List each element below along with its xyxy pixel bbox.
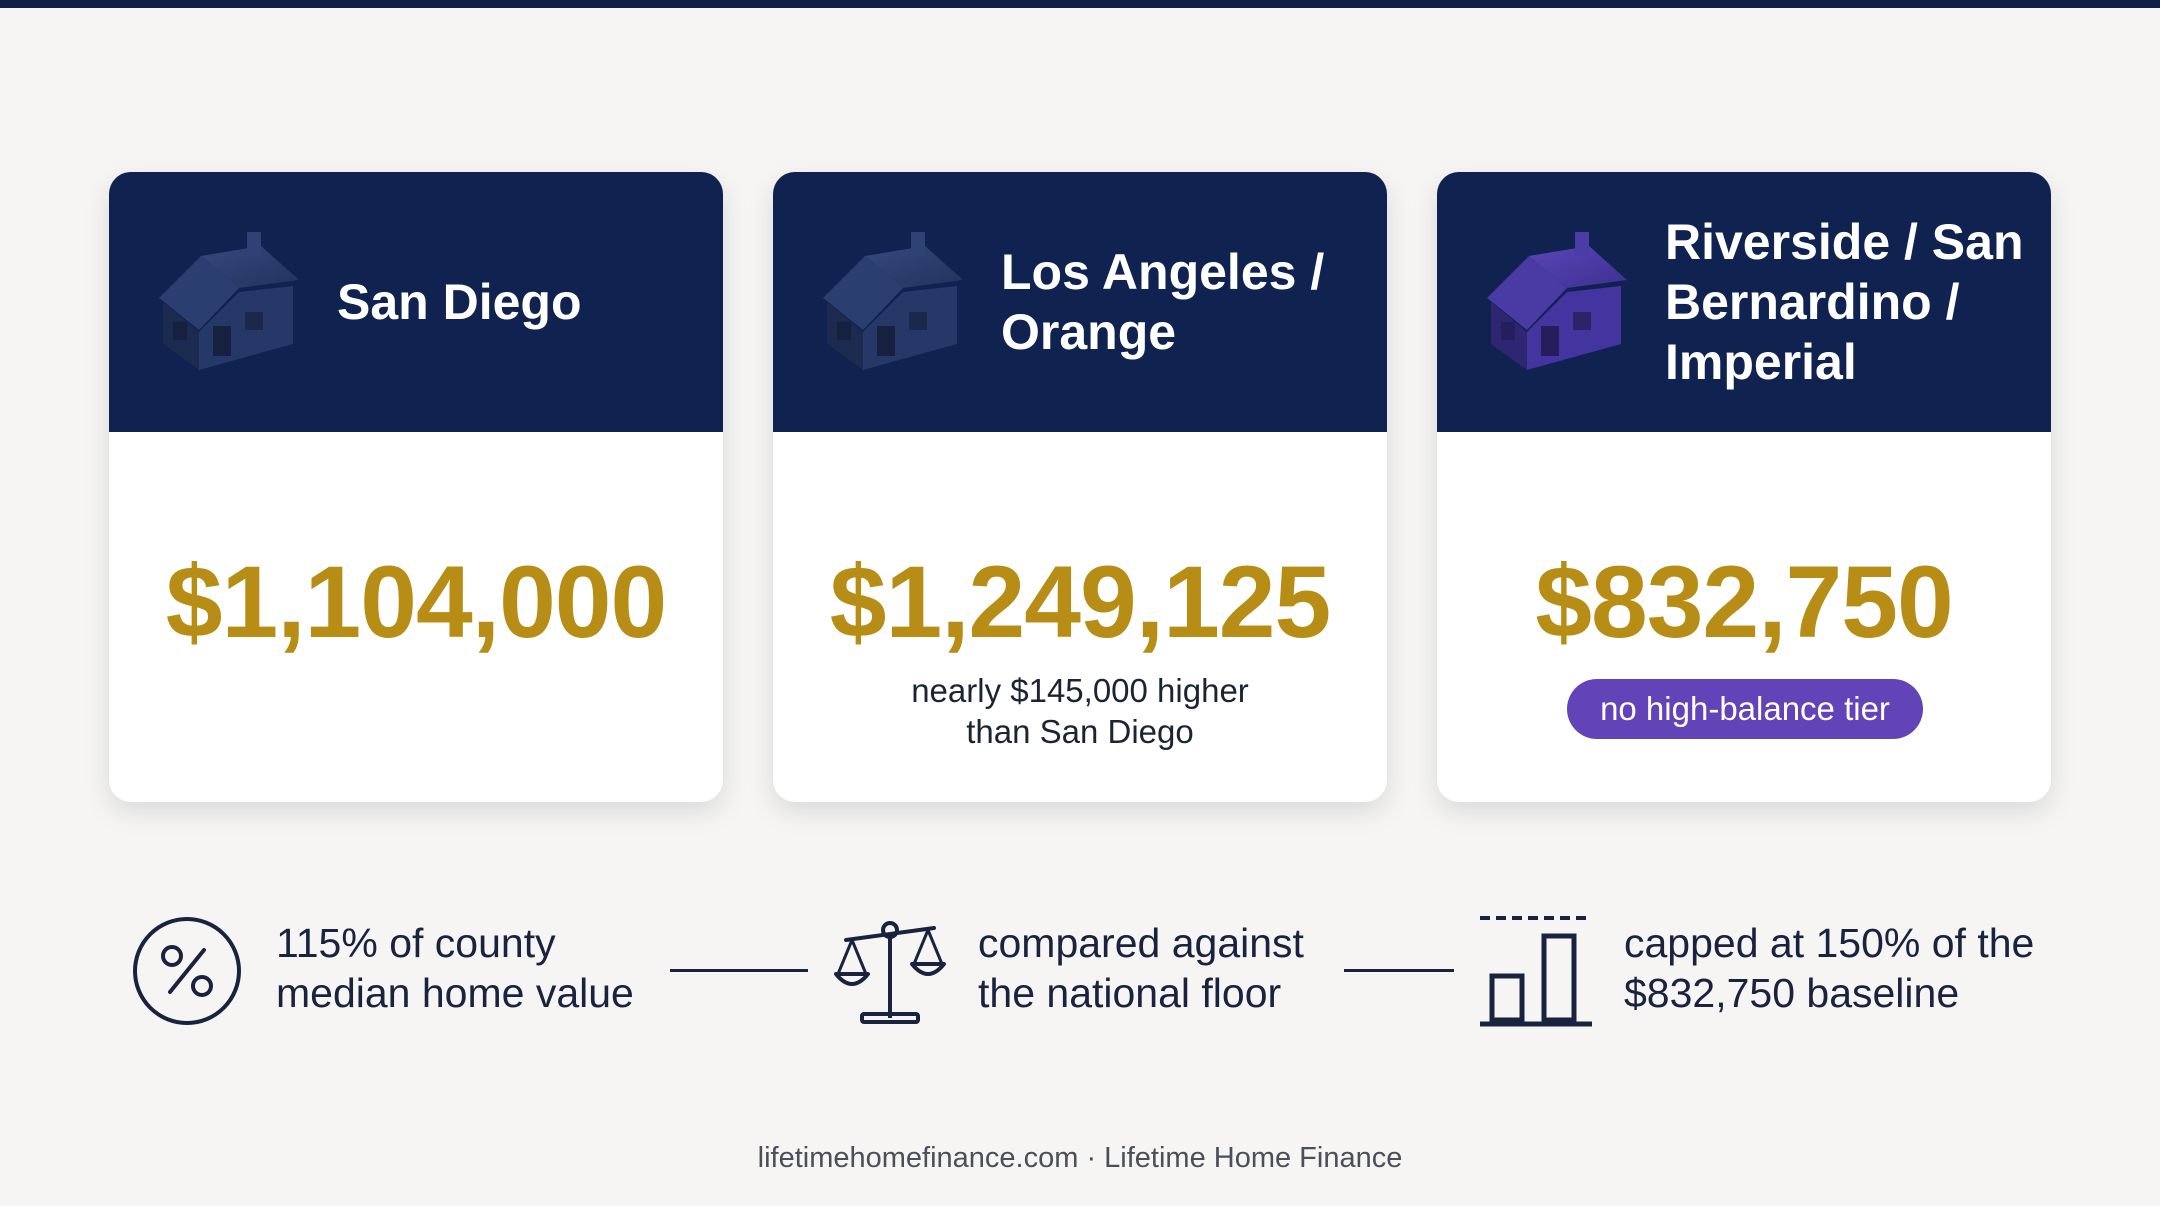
step-text-line: the national floor xyxy=(978,970,1282,1016)
step-text-line: median home value xyxy=(276,970,634,1016)
capped-bar-chart-icon xyxy=(1480,916,1592,1027)
card-title-line: Los Angeles / xyxy=(1001,244,1325,300)
step-text-line: capped at 150% of the xyxy=(1624,920,2035,966)
note-line: than San Diego xyxy=(966,713,1194,750)
county-card-riverside-san-bernardino-imperial: Riverside / San Bernardino / Imperial $8… xyxy=(1437,172,2051,802)
card-title: San Diego xyxy=(337,172,697,432)
scales-icon xyxy=(834,921,946,1024)
card-title: Riverside / San Bernardino / Imperial xyxy=(1665,172,2025,432)
connector-line xyxy=(1344,969,1454,972)
step-text-national-floor: compared against the national floor xyxy=(978,918,1304,1018)
house-icon xyxy=(823,232,963,370)
connector-line xyxy=(670,969,808,972)
loan-limit-amount: $1,249,125 xyxy=(829,545,1332,659)
card-title-line: San Diego xyxy=(337,274,582,330)
county-card-san-diego: San Diego $1,104,000 xyxy=(109,172,723,802)
card-header: Riverside / San Bernardino / Imperial xyxy=(1437,172,2051,432)
comparison-note: nearly $145,000 higher than San Diego xyxy=(773,670,1387,752)
card-header: Los Angeles / Orange xyxy=(773,172,1387,432)
top-accent-bar xyxy=(0,0,2160,8)
step-text-line: 115% of county xyxy=(276,920,556,966)
card-title-line: Imperial xyxy=(1665,334,1857,390)
card-title-line: Orange xyxy=(1001,304,1177,360)
house-icon xyxy=(1487,232,1627,370)
step-text-line: compared against xyxy=(978,920,1304,966)
card-title: Los Angeles / Orange xyxy=(1001,172,1361,432)
loan-limit-amount: $832,750 xyxy=(1535,545,1953,659)
card-title-line: Bernardino / xyxy=(1665,274,1960,330)
card-header: San Diego xyxy=(109,172,723,432)
step-text-county-median: 115% of county median home value xyxy=(276,918,634,1018)
step-text-capped-baseline: capped at 150% of the $832,750 baseline xyxy=(1624,918,2034,1018)
step-text-line: $832,750 baseline xyxy=(1624,970,1960,1016)
house-icon xyxy=(159,232,299,370)
card-title-line: Riverside / San xyxy=(1665,214,2024,270)
loan-limit-amount: $1,104,000 xyxy=(165,545,668,659)
status-badge: no high-balance tier xyxy=(1567,679,1923,739)
footer-credit: lifetimehomefinance.com · Lifetime Home … xyxy=(757,1142,1403,1174)
county-card-los-angeles-orange: Los Angeles / Orange $1,249,125 nearly $… xyxy=(773,172,1387,802)
note-line: nearly $145,000 higher xyxy=(911,672,1249,709)
percent-icon xyxy=(133,917,241,1025)
